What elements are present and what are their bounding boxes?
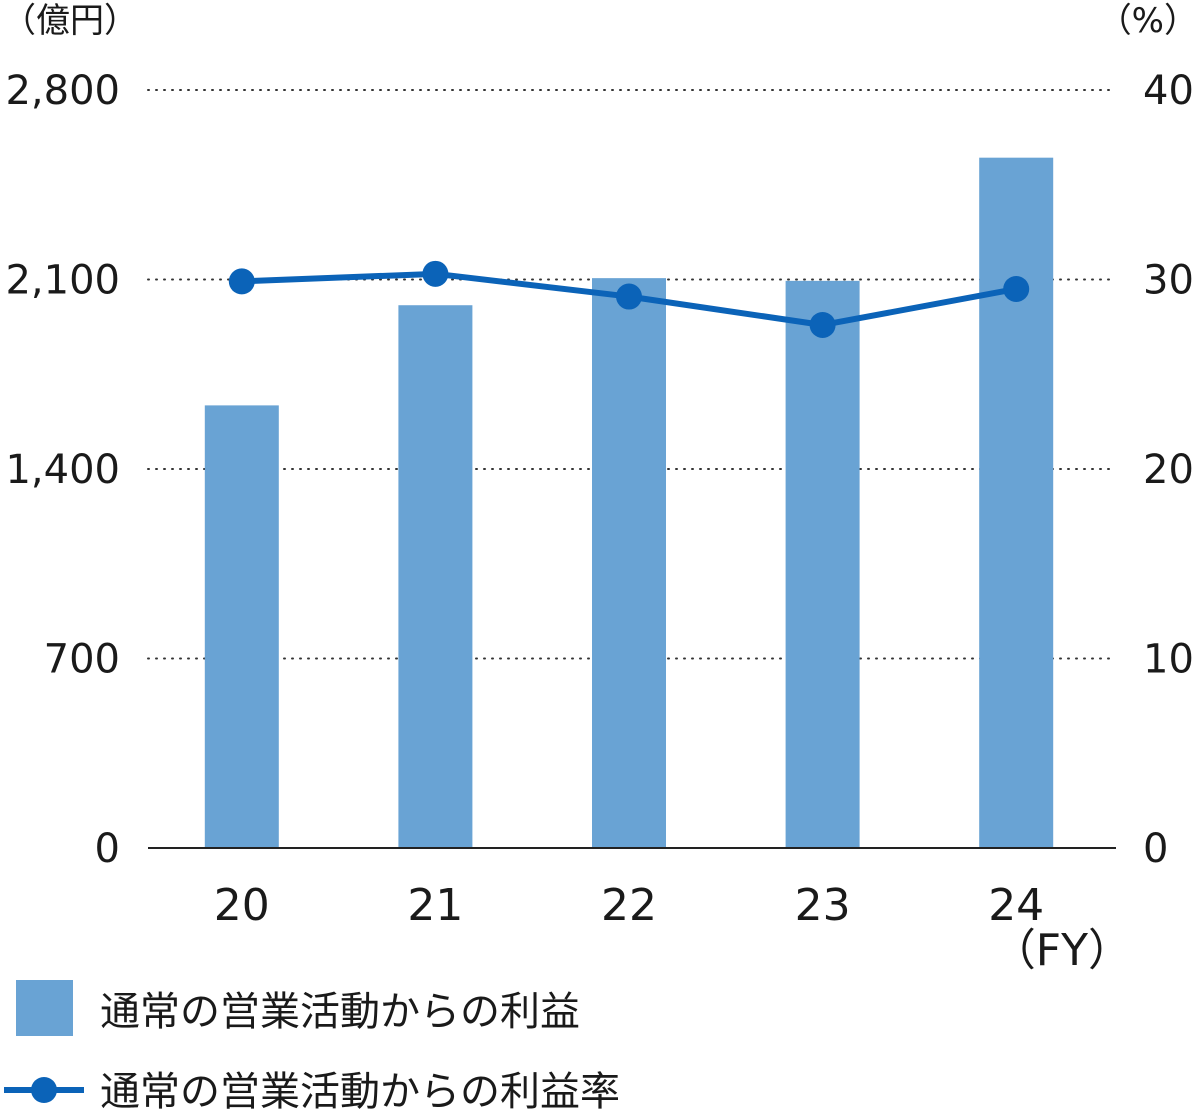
right-tick-label: 10 <box>1143 637 1194 683</box>
bar <box>204 405 279 848</box>
category-label: 22 <box>601 880 657 931</box>
category-label: 24 <box>988 880 1044 931</box>
left-axis-ticks: 0 700 1,400 2,100 2,800 <box>5 68 120 872</box>
category-label: 21 <box>407 880 463 931</box>
bar-series <box>204 157 1054 848</box>
category-label: 23 <box>795 880 851 931</box>
legend-line-marker <box>31 1077 57 1103</box>
x-axis-categories: 20 21 22 23 24 <box>214 880 1044 931</box>
left-tick-label: 700 <box>44 637 120 683</box>
category-label: 20 <box>214 880 270 931</box>
legend: 通常の営業活動からの利益 通常の営業活動からの利益率 <box>4 980 620 1114</box>
bar <box>979 157 1054 848</box>
legend-bar-label: 通常の営業活動からの利益 <box>100 989 580 1035</box>
bar <box>398 305 473 848</box>
left-tick-label: 2,800 <box>5 68 120 114</box>
legend-bar-swatch <box>16 980 73 1036</box>
bar <box>592 278 666 848</box>
x-axis-unit: （FY） <box>992 925 1132 976</box>
right-tick-label: 40 <box>1143 68 1194 114</box>
right-axis-unit: （%） <box>1098 1 1198 41</box>
right-tick-label: 20 <box>1143 447 1194 493</box>
legend-line-label: 通常の営業活動からの利益率 <box>100 1069 620 1114</box>
bar <box>785 280 860 848</box>
left-tick-label: 1,400 <box>5 447 120 493</box>
right-axis-ticks: 0 10 20 30 40 <box>1143 68 1194 872</box>
line-series <box>228 260 1030 338</box>
line-point <box>1003 275 1030 302</box>
line-point <box>422 260 449 287</box>
left-axis-unit: （億円） <box>2 1 138 41</box>
line-point <box>809 311 836 338</box>
right-tick-label: 0 <box>1143 826 1168 872</box>
left-tick-label: 0 <box>95 826 120 872</box>
line-point <box>616 283 642 310</box>
right-tick-label: 30 <box>1143 258 1194 304</box>
line-point <box>228 268 255 295</box>
left-tick-label: 2,100 <box>5 258 120 304</box>
